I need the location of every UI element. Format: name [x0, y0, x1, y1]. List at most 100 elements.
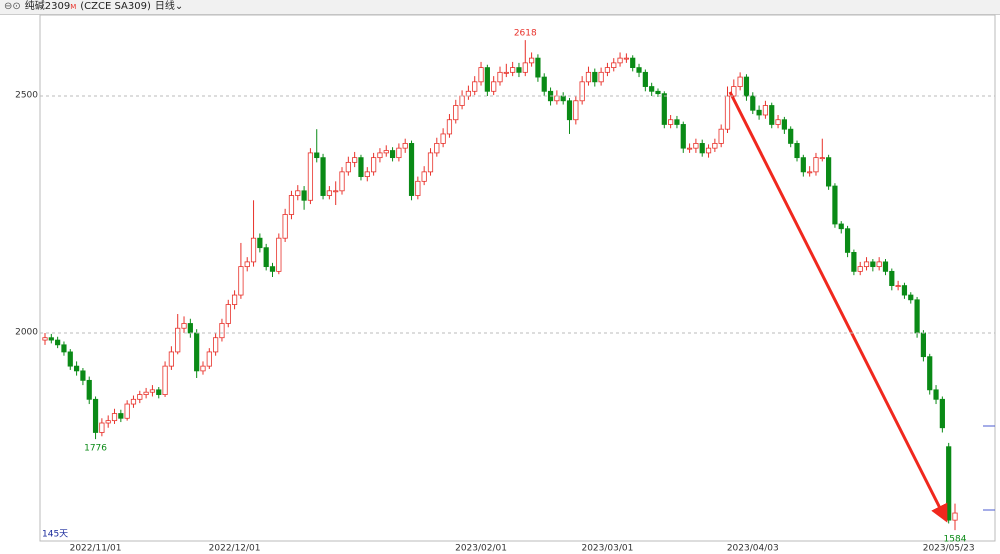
candle-body [598, 71, 604, 83]
candle-body [124, 403, 130, 419]
candle-body [807, 171, 813, 174]
candle-body [750, 95, 756, 111]
candle-body [358, 157, 364, 177]
candle-body [333, 190, 339, 193]
candle-body [320, 157, 326, 196]
candle-body [769, 105, 775, 125]
candle-body [301, 190, 307, 201]
candle-body [920, 332, 927, 358]
candle-body [225, 304, 231, 324]
candle-body [295, 190, 301, 196]
candle-body [737, 76, 743, 87]
candle-body [137, 394, 143, 400]
candle-body [67, 351, 73, 367]
candle-body [908, 294, 914, 301]
candle-body [946, 446, 952, 521]
candle-body [623, 57, 629, 60]
y-tick-label: 2500 [15, 91, 38, 101]
candle-body [762, 105, 769, 116]
candle-body [560, 95, 566, 102]
candle-body [465, 90, 472, 97]
candle-body [731, 86, 737, 97]
candle-body [314, 152, 320, 159]
period-selector[interactable]: 日线 [154, 1, 175, 12]
icon: ⊖⊙ [4, 1, 21, 12]
candle-body [914, 299, 920, 334]
candles [42, 40, 958, 531]
period-label: 145天 [42, 530, 68, 540]
candle-body [459, 95, 465, 106]
candle-body [345, 161, 351, 173]
candle-body [143, 391, 149, 395]
extreme-label: 1776 [84, 444, 107, 454]
candle-body [288, 195, 295, 215]
candle-body [194, 332, 200, 372]
candle-body [446, 119, 453, 135]
candle-body [238, 266, 244, 296]
candle-body [168, 351, 174, 367]
x-tick-label: 2023/05/23 [923, 544, 975, 554]
candle-body [42, 337, 48, 341]
candle-body [832, 185, 838, 225]
dropdown-arrow[interactable]: ⌄ [174, 1, 184, 12]
candle-body [788, 128, 794, 144]
candle-body [326, 190, 332, 196]
candle-body [630, 57, 636, 69]
trend-arrow [728, 91, 948, 523]
candle-body [813, 157, 819, 173]
candle-body [250, 237, 257, 263]
candle-body [427, 152, 434, 173]
candle-body [756, 109, 762, 116]
candle-body [585, 71, 592, 83]
candle-body [579, 81, 585, 102]
candle-body [263, 247, 269, 268]
candle-body [421, 171, 427, 182]
candle-body [851, 252, 857, 272]
candle-body [826, 157, 832, 187]
candle-body [213, 337, 219, 353]
candle-body [383, 150, 389, 154]
candle-body [484, 67, 490, 92]
candle-body [705, 147, 712, 154]
candle-body [661, 93, 667, 125]
x-tick-label: 2022/12/01 [209, 544, 261, 554]
candle-body [149, 389, 156, 393]
candle-body [566, 100, 573, 121]
candle-body [554, 95, 560, 102]
x-tick-label: 2023/04/03 [727, 544, 779, 554]
candle-body [889, 270, 895, 286]
candle-body [371, 157, 377, 173]
candle-body [617, 57, 623, 64]
candle-body [497, 71, 503, 83]
y-tick-label: 2000 [15, 327, 38, 337]
candle-body [491, 81, 497, 92]
candle-body [939, 398, 945, 429]
candle-body [718, 128, 724, 144]
candle-body [377, 152, 383, 159]
candle-body [503, 71, 509, 74]
candle-body [80, 370, 86, 381]
candle-body [206, 351, 212, 367]
candle-body [844, 228, 851, 253]
candle-body [927, 356, 933, 391]
candle-body [99, 422, 105, 433]
candle-body [162, 365, 168, 395]
symbol-name: 纯碱2309 [24, 1, 71, 12]
candle-body [535, 57, 541, 78]
candle-body [724, 95, 731, 130]
candle-body [857, 266, 863, 272]
candle-body [219, 323, 225, 339]
candle-body [699, 143, 705, 154]
candle-body [516, 67, 522, 73]
candle-body [415, 180, 421, 196]
candle-body [611, 62, 617, 68]
candle-body [933, 389, 939, 400]
candle-body [181, 323, 187, 329]
candle-body [838, 223, 844, 230]
candle-body [111, 413, 118, 422]
candle-body [743, 76, 750, 97]
candle-body [680, 124, 686, 149]
candle-body [541, 76, 547, 92]
candle-body [775, 119, 781, 125]
candle-body [440, 133, 446, 144]
